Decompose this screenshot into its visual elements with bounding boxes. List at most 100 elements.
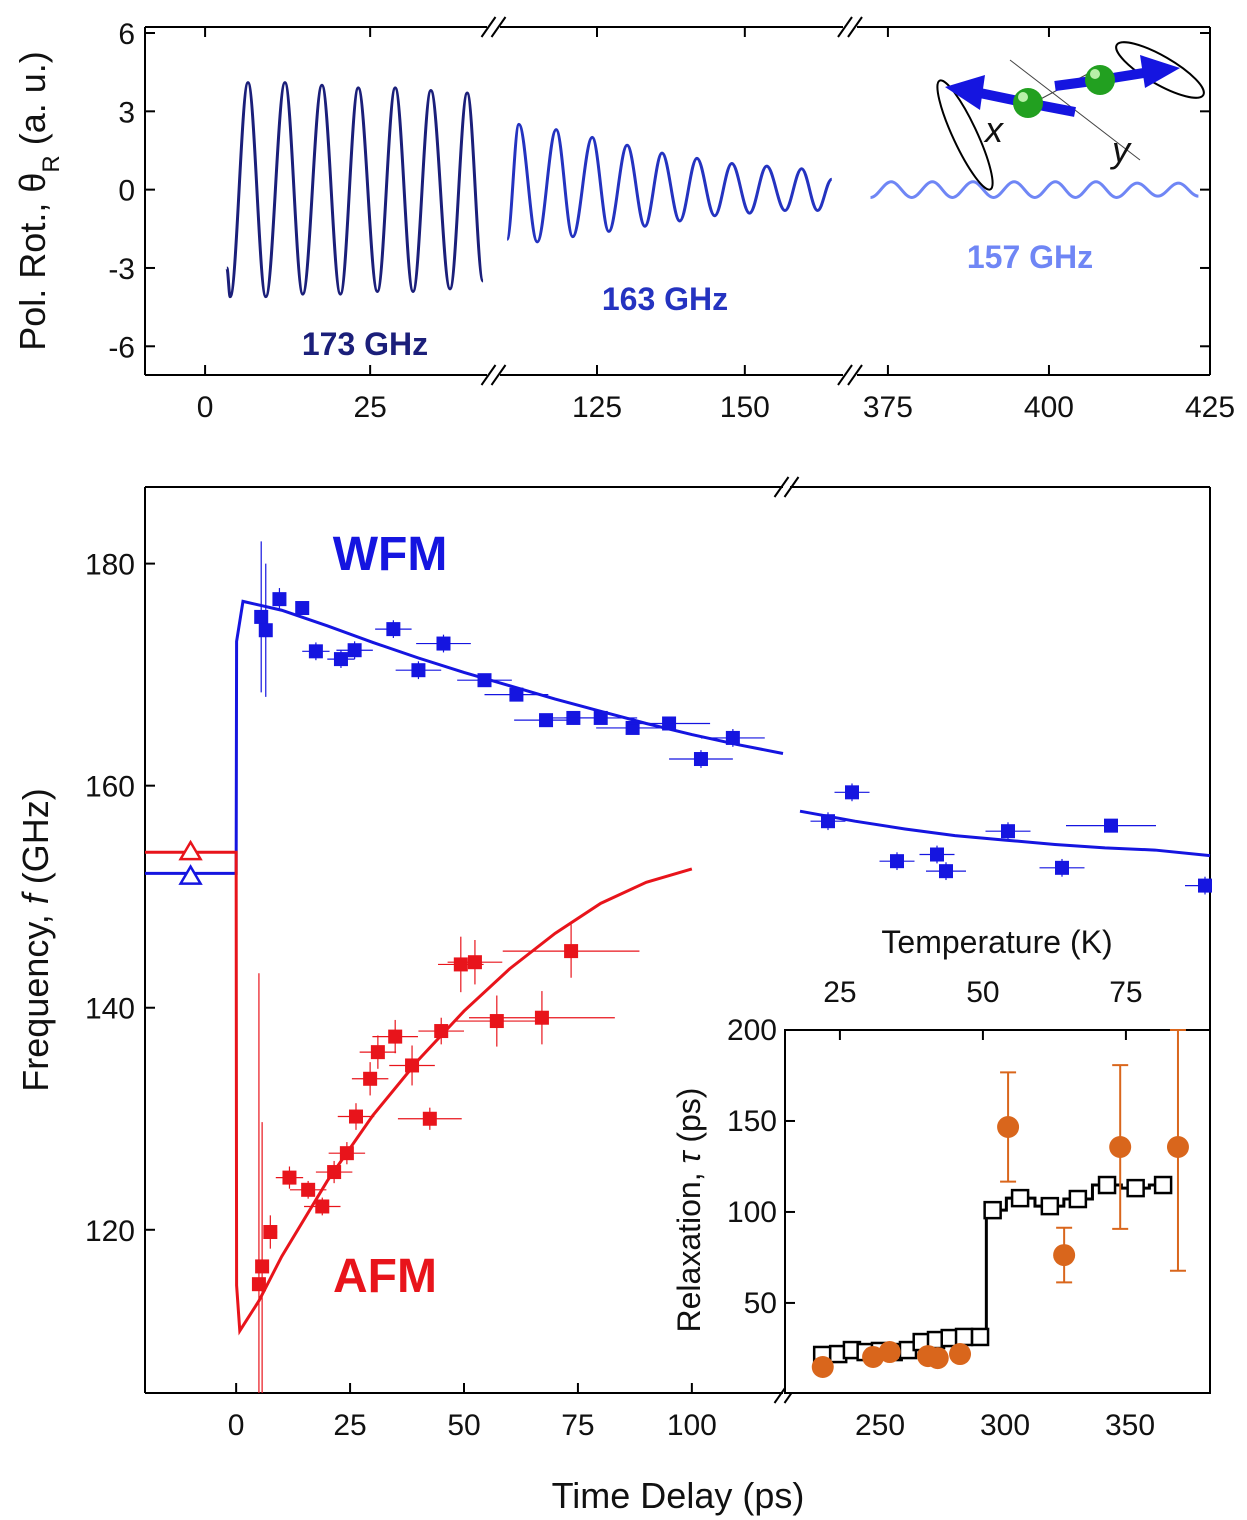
- x-tick-label: 0: [197, 391, 214, 424]
- data-point: [263, 1225, 278, 1240]
- data-point: [534, 1010, 549, 1025]
- data-point: [434, 1024, 449, 1039]
- fit-line: [225, 81, 485, 299]
- data-point: [564, 944, 579, 959]
- data-point: [1109, 1135, 1132, 1158]
- x-tick-label: 75: [1109, 976, 1142, 1009]
- axis-break: [480, 364, 497, 386]
- y-tick-label: 200: [727, 1014, 777, 1047]
- data-point: [1097, 1175, 1117, 1195]
- y-tick-label: 0: [118, 175, 135, 208]
- data-point: [282, 1170, 297, 1185]
- axis-label-part: (a. u.): [12, 51, 53, 155]
- axis-break: [490, 16, 507, 38]
- axis-label-part: (ps): [671, 1088, 707, 1152]
- fit-line: [145, 599, 784, 875]
- data-point: [1104, 818, 1118, 833]
- data-point: [949, 1343, 972, 1366]
- x-tick-label: 425: [1185, 391, 1235, 424]
- data-point: [954, 1327, 974, 1347]
- data-point: [327, 1165, 342, 1180]
- data-point: [411, 663, 426, 678]
- axis-label: Time Delay (ps): [552, 1475, 805, 1516]
- y-tick-label: 6: [118, 18, 135, 51]
- y-tick-label: 140: [85, 993, 135, 1026]
- data-point: [1040, 1196, 1060, 1216]
- data-point: [333, 652, 348, 667]
- data-point: [315, 1199, 330, 1214]
- fit-line: [870, 180, 1199, 199]
- data-point: [1153, 1175, 1173, 1195]
- series-label: WFM: [333, 528, 448, 581]
- y-tick-label: 3: [118, 96, 135, 129]
- y-tick-label: 120: [85, 1215, 135, 1248]
- data-point: [725, 730, 740, 745]
- axis-break: [847, 16, 863, 38]
- data-point: [388, 1029, 403, 1044]
- axis-label: Relaxation, τ (ps): [671, 1088, 707, 1333]
- series-label: 163 GHz: [602, 281, 728, 317]
- data-point: [878, 1341, 901, 1364]
- data-point: [370, 1045, 385, 1060]
- data-point: [970, 1327, 990, 1347]
- data-point: [1001, 824, 1015, 839]
- data-point: [489, 1014, 504, 1029]
- axis-label: Frequency, f (GHz): [15, 788, 56, 1091]
- series-label: 173 GHz: [302, 326, 428, 362]
- axis-label-part: (GHz): [15, 788, 56, 894]
- x-tick-label: 50: [966, 976, 999, 1009]
- data-point: [436, 636, 451, 651]
- x-tick-label: 250: [855, 1409, 905, 1442]
- data-point: [926, 1347, 949, 1370]
- x-tick-label: 150: [720, 391, 770, 424]
- data-point: [1010, 1188, 1030, 1208]
- data-point: [821, 814, 835, 829]
- data-point: [539, 713, 554, 728]
- y-tick-label: 180: [85, 549, 135, 582]
- data-point: [348, 1109, 363, 1124]
- y-tick-label: 150: [727, 1105, 777, 1138]
- axis-label: Pol. Rot., θR (a. u.): [12, 51, 65, 350]
- data-point: [693, 752, 708, 767]
- x-tick-label: 50: [447, 1409, 480, 1442]
- data-point: [890, 854, 904, 869]
- data-point: [251, 1277, 266, 1292]
- data-point: [254, 609, 269, 624]
- data-point: [662, 716, 677, 731]
- reference-marker: [178, 864, 203, 885]
- axis-break: [480, 16, 497, 38]
- series-label: AFM: [333, 1250, 437, 1303]
- axis-label-part: R: [38, 155, 65, 172]
- fit-line: [799, 809, 1211, 858]
- data-point: [386, 622, 401, 637]
- data-point: [339, 1146, 354, 1161]
- data-point: [405, 1058, 420, 1073]
- axis-break: [837, 16, 853, 38]
- axis-label-part: Pol. Rot.,: [12, 193, 53, 351]
- data-point: [862, 1345, 885, 1368]
- x-tick-label: 400: [1024, 391, 1074, 424]
- data-point: [983, 1200, 1002, 1220]
- axis-label-part: Relaxation,: [671, 1163, 707, 1332]
- axis-label-part: Frequency,: [15, 904, 56, 1091]
- x-tick-label: 25: [353, 391, 386, 424]
- data-point: [593, 710, 608, 725]
- x-tick-label: 375: [863, 391, 913, 424]
- data-point: [255, 1259, 270, 1274]
- x-tick-label: 75: [561, 1409, 594, 1442]
- axis-label-part: θ: [12, 173, 53, 193]
- data-point: [845, 785, 859, 800]
- axis-break: [490, 364, 507, 386]
- data-point: [930, 847, 944, 862]
- data-point: [363, 1071, 378, 1086]
- y-tick-label: 100: [727, 1196, 777, 1229]
- y-tick-label: -6: [108, 331, 135, 364]
- y-tick-label: -3: [108, 253, 135, 286]
- data-point: [308, 644, 323, 659]
- x-tick-label: 300: [980, 1409, 1030, 1442]
- axis-break: [773, 476, 790, 498]
- data-point: [422, 1111, 437, 1126]
- reference-marker: [178, 839, 203, 861]
- axis-break: [847, 364, 863, 386]
